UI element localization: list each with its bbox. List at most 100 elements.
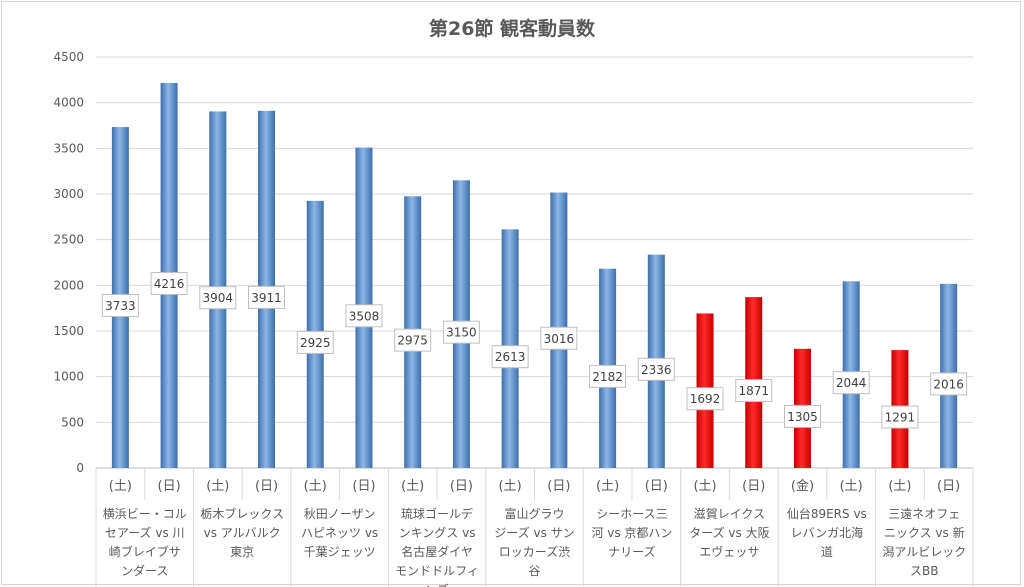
x-tick-label: (土) [304, 479, 327, 494]
group-label-line: 千葉ジェッツ [304, 545, 376, 559]
y-tick-label: 4000 [53, 96, 84, 110]
data-label: 1305 [787, 410, 818, 424]
y-tick-label: 1000 [53, 370, 84, 384]
group-label-line: 河 vs 京都ハン [591, 526, 672, 540]
group-label-line: 東京 [230, 545, 254, 559]
group-label-line: 三遠ネオフェ [888, 507, 960, 521]
group-label-line: ハピネッツ vs [301, 526, 378, 540]
group-label-line: 名古屋ダイヤ [401, 544, 473, 559]
data-label: 2975 [397, 334, 428, 348]
data-label: 3508 [349, 309, 380, 323]
y-tick-label: 0 [76, 461, 84, 475]
data-label-box [540, 326, 578, 350]
bars [111, 82, 958, 469]
y-tick-label: 2500 [53, 233, 84, 247]
group-label-line: 道 [821, 545, 833, 559]
data-label-box [296, 330, 334, 354]
data-label: 3150 [446, 326, 477, 340]
data-labels: 3733 4216 3904 3911 2925 3508 2975 3150 2613 3016… [101, 271, 968, 429]
data-label-box [832, 371, 870, 395]
data-label: 3733 [105, 299, 136, 313]
x-tick-label: (日) [937, 479, 960, 494]
group-label-line: 仙台89ERS vs [787, 506, 867, 521]
group-label-line: ンダース [121, 563, 168, 578]
group-label-line: 潟アルビレック [882, 545, 966, 559]
x-tick-label: (日) [255, 479, 278, 494]
x-tick-label: (土) [840, 479, 863, 494]
data-label: 1871 [738, 384, 769, 398]
group-label-line: セアーズ vs 川 [105, 525, 185, 540]
data-label-box [735, 379, 773, 403]
x-tick-label: (土) [693, 479, 716, 494]
group-label-line: vs アルバルク [204, 526, 281, 540]
group-label-line: 富山グラウ [504, 506, 564, 521]
group-label-line: ンキングス vs [399, 526, 476, 540]
group-label-line: 谷 [528, 564, 540, 578]
group-label-line: 崎ブレイブサ [109, 544, 181, 559]
y-tick-label: 1500 [53, 324, 84, 338]
x-tick-label: (日) [547, 479, 570, 494]
x-tick-label: (金) [791, 478, 814, 494]
data-label: 1291 [885, 411, 916, 425]
data-label-box [345, 304, 383, 328]
y-tick-label: 4500 [53, 50, 84, 64]
y-tick-label: 3500 [53, 141, 84, 155]
data-label-box [637, 357, 675, 381]
group-label-line: 琉球ゴールデ [401, 506, 473, 521]
group-label-line: ナリーズ [608, 544, 655, 559]
data-label-box [783, 404, 821, 428]
data-label-box [150, 271, 188, 295]
data-label: 2925 [300, 336, 331, 350]
data-label: 2182 [592, 370, 623, 384]
data-label: 3016 [544, 332, 575, 346]
x-tick-label: (土) [499, 479, 522, 494]
y-tick-label: 3000 [53, 187, 84, 201]
group-label-line: 滋賀レイクス [694, 507, 765, 521]
category-labels: (土) (日) (土) (日) (土) (日) (土) (日) (土) (日) (土) (日) (土) (… [103, 478, 967, 587]
data-label-box [686, 387, 724, 411]
x-tick-label: (土) [888, 479, 911, 494]
data-label-box [881, 405, 919, 429]
data-label-box [394, 328, 432, 352]
data-label-box [248, 285, 286, 309]
group-label-line: 秋田ノーザン [304, 507, 376, 521]
data-label: 2336 [641, 363, 672, 377]
data-label: 3904 [203, 291, 234, 305]
chart-title: 第26節 観客動員数 [428, 18, 596, 40]
group-label-line: ンズ [425, 582, 449, 587]
data-label-box [442, 320, 480, 344]
x-tick-label: (日) [742, 479, 765, 494]
group-label-line: ジーズ vs サン [494, 525, 574, 540]
group-label-line: 栃木ブレックス [200, 506, 284, 521]
gridlines [96, 56, 973, 469]
data-label: 2044 [836, 376, 867, 390]
group-label-line: スBB [910, 564, 938, 578]
group-label-line: エヴェッサ [699, 544, 759, 559]
data-label: 3911 [251, 291, 282, 305]
group-label-line: ニックス vs 新 [884, 525, 965, 540]
x-tick-label: (日) [352, 479, 375, 494]
x-tick-label: (日) [645, 479, 668, 494]
y-tick-label: 2000 [53, 278, 84, 292]
group-label-line: ターズ vs 大阪 [689, 525, 769, 540]
x-tick-label: (日) [450, 479, 473, 494]
x-tick-label: (日) [158, 479, 181, 494]
data-label: 4216 [154, 277, 185, 291]
data-label: 1692 [690, 392, 721, 406]
data-label-box [491, 345, 529, 369]
group-label-line: シーホース三 [596, 507, 667, 521]
data-label-box [930, 372, 968, 396]
axes: 0 500 1000 1500 2000 2500 3000 3500 4000 4500 [53, 50, 974, 587]
x-tick-label: (土) [206, 479, 229, 494]
x-tick-label: (土) [109, 479, 132, 494]
group-label-line: ロッカーズ渋 [499, 544, 570, 559]
x-tick-label: (土) [401, 479, 424, 494]
data-label-box [101, 294, 139, 318]
data-label-box [589, 364, 627, 388]
y-tick-label: 500 [61, 415, 84, 429]
x-tick-label: (土) [596, 479, 619, 494]
data-label-box [199, 286, 237, 310]
group-label-line: モンドドルフィ [395, 564, 479, 578]
data-label: 2016 [933, 377, 964, 391]
